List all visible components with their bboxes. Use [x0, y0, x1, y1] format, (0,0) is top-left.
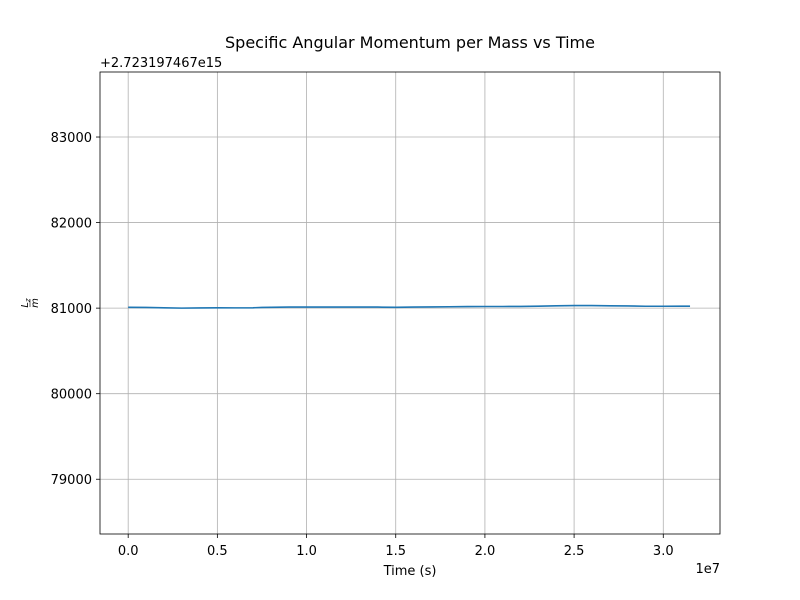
chart-title: Specific Angular Momentum per Mass vs Ti…: [225, 33, 595, 52]
x-tick-label: 1.5: [385, 544, 406, 559]
x-tick-label: 0.5: [207, 544, 228, 559]
grid: [100, 72, 720, 534]
y-axis-label-subscript: z: [24, 298, 32, 303]
x-axis-label: Time (s): [383, 564, 437, 579]
x-tick-label: 2.0: [475, 544, 496, 559]
ticks: 0.0 0.5 1.0 1.5 2.0 2.5 3.0 79000 80000 81000 8200…: [51, 131, 674, 559]
x-tick-label: 0.0: [118, 544, 139, 559]
y-offset-label: +2.723197467e15: [100, 56, 222, 71]
y-tick-label: 81000: [51, 302, 92, 317]
x-tick-label: 3.0: [653, 544, 674, 559]
x-tick-label: 2.5: [564, 544, 585, 559]
y-tick-label: 79000: [51, 473, 92, 488]
svg-text:Lz: Lz: [20, 298, 32, 308]
plot-frame: [99, 71, 721, 535]
x-exponent-label: 1e7: [695, 562, 720, 577]
y-tick-label: 80000: [51, 388, 92, 403]
series-line: [128, 304, 691, 309]
y-tick-label: 82000: [51, 217, 92, 232]
x-tick-label: 1.0: [296, 544, 317, 559]
y-tick-label: 83000: [51, 131, 92, 146]
y-axis-label: Lz m: [20, 298, 41, 308]
y-axis-label-denominator: m: [30, 298, 41, 308]
series-layer: [128, 304, 691, 309]
y-axis-label-numerator: L: [20, 302, 31, 308]
